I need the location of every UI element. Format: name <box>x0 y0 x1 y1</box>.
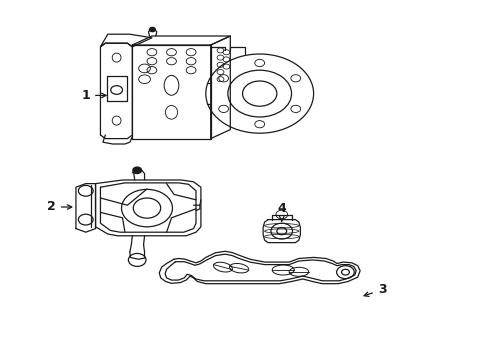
Circle shape <box>149 27 155 32</box>
Text: 3: 3 <box>364 283 387 296</box>
Circle shape <box>133 167 142 174</box>
Text: 2: 2 <box>47 201 72 213</box>
Text: 4: 4 <box>277 202 286 221</box>
Text: 1: 1 <box>81 89 106 102</box>
